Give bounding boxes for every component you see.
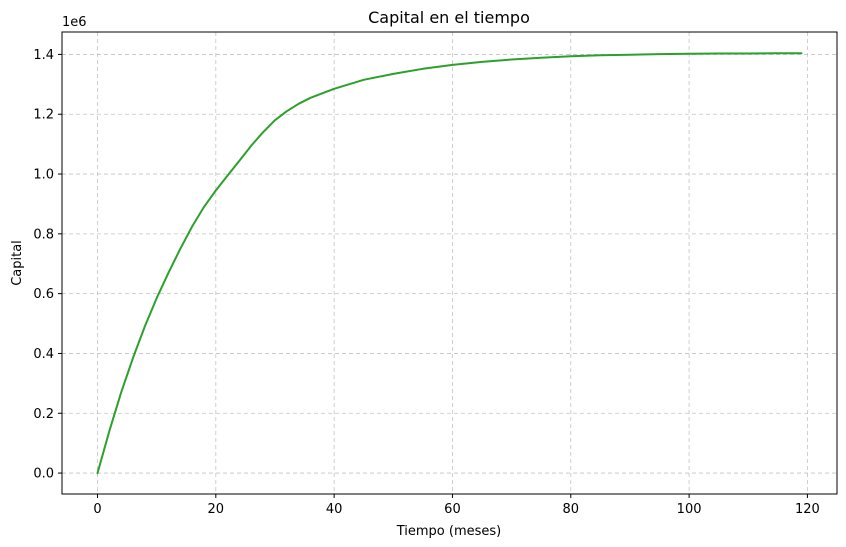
x-tick-label: 60 [444, 502, 461, 517]
x-axis-label: Tiempo (meses) [396, 524, 502, 539]
chart-title: Capital en el tiempo [368, 8, 530, 27]
x-tick-label: 40 [326, 502, 343, 517]
y-tick-label: 1.0 [33, 168, 54, 183]
axis-ticks: 0 20 40 60 80 100 120 0.0 0.2 0.4 0.6 0.8 1.0 1.2 1.4 [33, 48, 820, 517]
capital-series-line [96, 52, 803, 475]
x-tick-label: 0 [93, 502, 101, 517]
x-tick-label: 80 [563, 502, 580, 517]
y-offset-label: 1e6 [62, 15, 87, 30]
y-tick-label: 0.6 [33, 287, 54, 302]
y-tick-label: 0.0 [33, 467, 54, 482]
y-axis-label: Capital [10, 240, 25, 286]
x-tick-label: 100 [677, 502, 702, 517]
y-tick-label: 0.8 [33, 227, 54, 242]
y-tick-label: 0.4 [33, 347, 54, 362]
x-tick-label: 120 [795, 502, 820, 517]
grid [62, 32, 837, 494]
y-tick-label: 1.2 [33, 108, 54, 123]
series-layer [96, 52, 803, 475]
x-tick-label: 20 [208, 502, 225, 517]
plot-frame [61, 31, 838, 495]
y-tick-label: 1.4 [33, 48, 54, 63]
y-tick-label: 0.2 [33, 407, 54, 422]
